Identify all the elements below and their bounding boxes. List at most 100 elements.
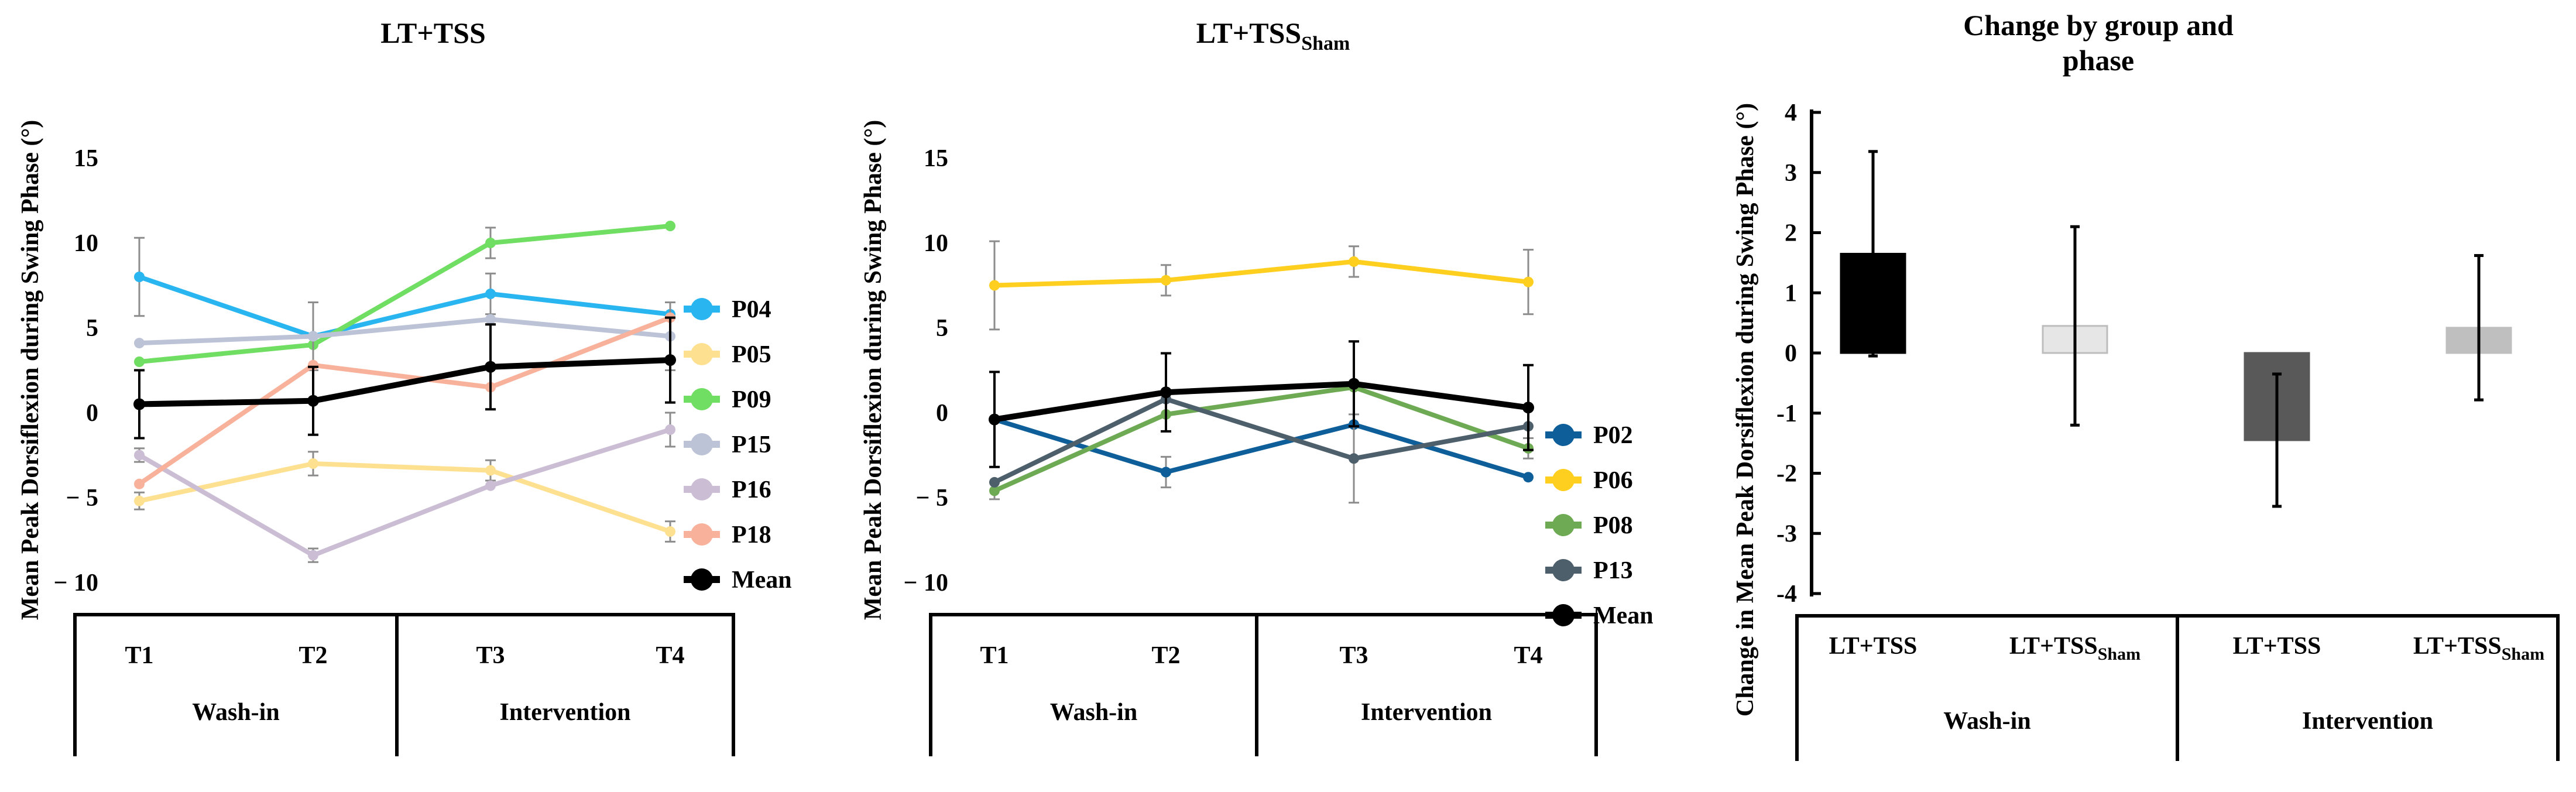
y-axis-label: Mean Peak Dorsiflexion during Swing Phas… xyxy=(860,120,887,620)
legend-swatch-marker xyxy=(691,433,713,455)
series-line xyxy=(139,461,671,534)
legend-swatch-marker xyxy=(1552,424,1575,446)
data-point xyxy=(1348,378,1360,390)
series-line xyxy=(138,315,671,486)
data-point xyxy=(1161,275,1171,286)
phase-label: Intervention xyxy=(500,699,631,726)
data-point xyxy=(307,395,319,407)
data-point xyxy=(664,354,676,366)
series-line xyxy=(138,275,671,339)
data-point xyxy=(989,280,1000,291)
y-tick-label: -3 xyxy=(1776,520,1797,547)
data-point xyxy=(665,221,675,231)
chart-title-line: phase xyxy=(2063,44,2134,77)
legend-swatch-marker xyxy=(691,298,713,320)
legend-swatch-marker xyxy=(1552,514,1575,536)
legend-label: P16 xyxy=(732,476,771,503)
y-tick-label: 10 xyxy=(924,230,948,257)
series-line xyxy=(138,427,671,558)
legend-label: P05 xyxy=(732,341,771,368)
data-point xyxy=(665,424,675,435)
y-tick-label: -1 xyxy=(1776,400,1797,427)
data-point xyxy=(308,458,318,469)
y-tick-label: 3 xyxy=(1785,160,1797,187)
y-tick-label: 15 xyxy=(924,145,948,172)
phase-label: Wash-in xyxy=(192,699,279,726)
series-line xyxy=(139,224,671,364)
x-tick-label: T1 xyxy=(125,642,153,669)
y-tick-label: 4 xyxy=(1785,100,1797,126)
y-tick-label: 10 xyxy=(74,230,98,257)
x-tick-label: T2 xyxy=(1151,642,1180,669)
legend-swatch-marker xyxy=(1552,604,1575,626)
series-p06 xyxy=(989,240,1534,331)
chart-title-line: Change by group and xyxy=(1963,9,2234,42)
legend-swatch-marker xyxy=(691,343,713,365)
series-p16 xyxy=(134,412,675,563)
x-tick-label: LT+TSS xyxy=(2233,633,2321,660)
data-point xyxy=(1160,386,1172,399)
phase-label: Intervention xyxy=(2302,708,2433,735)
series-line xyxy=(994,259,1529,288)
legend-label: P18 xyxy=(732,522,771,548)
x-tick-label: T3 xyxy=(1339,642,1368,669)
x-tick-label: T2 xyxy=(299,642,327,669)
legend-label: Mean xyxy=(732,567,792,594)
legend-label: Mean xyxy=(1593,602,1654,629)
y-axis-label: Change in Mean Peak Dorsiflexion during … xyxy=(1732,103,1759,716)
data-point xyxy=(134,356,145,367)
data-point xyxy=(1349,256,1359,267)
data-point xyxy=(485,480,496,491)
data-point xyxy=(485,289,496,299)
data-point xyxy=(308,331,318,342)
data-point xyxy=(1523,276,1534,287)
x-tick-label: LT+TSSSham xyxy=(2413,633,2544,664)
x-tick-label: LT+TSS xyxy=(1829,633,1918,660)
x-tick-label: T4 xyxy=(1514,642,1542,669)
x-tick-label: T4 xyxy=(656,642,684,669)
data-point xyxy=(134,495,145,506)
data-point xyxy=(1349,453,1359,464)
y-tick-label: 2 xyxy=(1785,220,1797,247)
legend-swatch-marker xyxy=(691,523,713,546)
data-point xyxy=(485,465,496,476)
data-point xyxy=(989,476,1000,488)
series-line xyxy=(993,396,1529,485)
data-point xyxy=(133,398,145,410)
data-point xyxy=(989,485,1000,496)
x-tick-label: T3 xyxy=(476,642,505,669)
y-tick-label: 0 xyxy=(1785,340,1797,367)
data-point xyxy=(134,478,145,489)
data-point xyxy=(665,526,675,537)
data-point xyxy=(134,338,145,349)
y-tick-label: − 5 xyxy=(66,485,98,512)
series-mean xyxy=(989,340,1534,468)
y-tick-label: 1 xyxy=(1785,280,1797,307)
data-point xyxy=(1523,472,1534,483)
series-p05 xyxy=(134,451,675,543)
y-tick-label: − 10 xyxy=(904,570,948,596)
legend-label: P02 xyxy=(1593,422,1633,449)
y-tick-label: − 10 xyxy=(54,570,98,596)
phase-label: Intervention xyxy=(1361,699,1492,726)
y-tick-label: 5 xyxy=(936,315,948,342)
legend-label: P15 xyxy=(732,431,771,458)
x-tick-label: LT+TSSSham xyxy=(2009,633,2141,664)
legend-swatch-marker xyxy=(1552,559,1575,581)
series-line xyxy=(139,317,671,346)
y-tick-label: -2 xyxy=(1776,461,1797,488)
data-point xyxy=(308,550,318,561)
phase-label: Wash-in xyxy=(1050,699,1137,726)
category-bracket xyxy=(929,613,1598,756)
y-tick-label: 5 xyxy=(86,315,98,342)
series-mean xyxy=(133,316,676,440)
legend-label: P09 xyxy=(732,386,771,413)
chart-title: LT+TSS xyxy=(380,16,486,49)
data-point xyxy=(1522,402,1534,414)
chart-title: LT+TSSSham xyxy=(1196,16,1350,54)
x-tick-label: T1 xyxy=(980,642,1009,669)
phase-label: Wash-in xyxy=(1943,708,2030,735)
data-point xyxy=(1161,467,1171,478)
y-tick-label: 15 xyxy=(74,145,98,172)
legend-label: P06 xyxy=(1593,467,1633,494)
